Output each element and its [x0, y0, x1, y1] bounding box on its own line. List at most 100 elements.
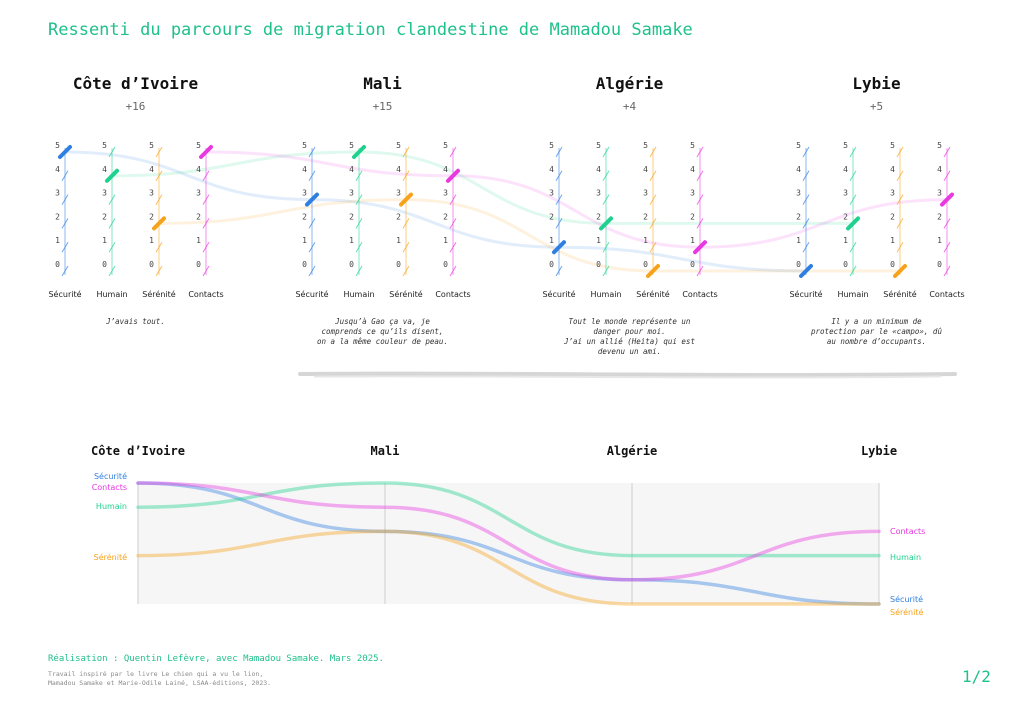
tick-label: 5: [690, 141, 695, 150]
tick-label: 0: [890, 260, 895, 269]
series-line-humain: [136, 481, 881, 558]
tick-label: 1: [443, 236, 448, 245]
tick-mark: [943, 265, 951, 277]
tick-mark: [402, 170, 410, 182]
series-label-right-humain: Humain: [890, 553, 921, 562]
tick-label: 2: [396, 212, 401, 221]
tick-mark: [555, 146, 563, 158]
tick-mark: [649, 218, 657, 229]
tick-mark: [555, 194, 563, 205]
series-label-right-sécurité: Sécurité: [890, 594, 923, 604]
tick-label: 5: [196, 141, 201, 150]
value-marker-sérénité: [893, 264, 907, 278]
stage-quote-line: devenu un ami.: [598, 347, 661, 356]
stage-title: Mali: [363, 74, 402, 93]
value-marker-sécurité: [58, 145, 72, 159]
tick-mark: [449, 194, 457, 205]
axis-label: Humain: [590, 290, 621, 299]
tick-mark: [202, 241, 210, 253]
tick-label: 2: [937, 212, 942, 221]
tick-label: 1: [596, 236, 601, 245]
tick-mark: [602, 170, 610, 182]
tick-label: 2: [643, 212, 648, 221]
value-marker-sérénité: [646, 264, 660, 278]
tick-label: 3: [596, 189, 601, 198]
flow-line-sérénité: [157, 198, 902, 273]
tick-label: 4: [890, 165, 895, 174]
tick-label: 3: [549, 189, 554, 198]
stage-quote-line: protection par le «campo», dû: [811, 327, 942, 336]
tick-label: 4: [55, 165, 60, 174]
tick-label: 0: [643, 260, 648, 269]
tick-label: 4: [443, 165, 448, 174]
tick-label: 5: [937, 141, 942, 150]
tick-mark: [896, 146, 904, 158]
tick-mark: [402, 241, 410, 253]
tick-label: 3: [443, 189, 448, 198]
tick-label: 5: [55, 141, 60, 150]
tick-label: 2: [102, 212, 107, 221]
axis-label: Sérénité: [389, 289, 422, 299]
tick-mark: [155, 146, 163, 158]
tick-mark: [108, 194, 116, 205]
tick-mark: [896, 170, 904, 182]
page-title: Ressenti du parcours de migration clande…: [48, 20, 693, 40]
value-marker-humain: [352, 145, 366, 159]
stage-score: +15: [373, 100, 393, 113]
tick-label: 3: [196, 189, 201, 198]
stage-quote-line: on a la même couleur de peau.: [317, 337, 448, 346]
flow-line-sécurité: [63, 150, 808, 273]
tick-mark: [849, 265, 857, 277]
tick-mark: [602, 265, 610, 277]
page-number: 1/2: [962, 667, 991, 686]
stage-title: Côte d’Ivoire: [73, 74, 198, 93]
tick-mark: [943, 146, 951, 158]
tick-label: 1: [843, 236, 848, 245]
tick-mark: [802, 146, 810, 158]
tick-label: 2: [55, 212, 60, 221]
tick-mark: [308, 241, 316, 253]
tick-label: 5: [596, 141, 601, 150]
tick-mark: [308, 170, 316, 182]
tick-label: 4: [396, 165, 401, 174]
tick-label: 4: [196, 165, 201, 174]
x-category-label: Mali: [371, 444, 400, 458]
tick-mark: [802, 241, 810, 253]
tick-label: 3: [55, 189, 60, 198]
tick-mark: [849, 194, 857, 205]
tick-label: 0: [396, 260, 401, 269]
tick-mark: [802, 170, 810, 182]
tick-mark: [943, 241, 951, 253]
axis-label: Sérénité: [883, 289, 916, 299]
tick-label: 4: [690, 165, 695, 174]
value-marker-contacts: [940, 192, 954, 207]
tick-label: 4: [796, 165, 801, 174]
tick-label: 5: [843, 141, 848, 150]
tick-label: 1: [690, 236, 695, 245]
tick-mark: [943, 218, 951, 229]
axis-label: Sécurité: [295, 289, 328, 299]
tick-mark: [61, 265, 69, 277]
tick-label: 4: [937, 165, 942, 174]
tick-label: 5: [890, 141, 895, 150]
value-marker-contacts: [693, 240, 707, 255]
tick-label: 1: [396, 236, 401, 245]
series-label-left-contacts: Contacts: [92, 483, 127, 492]
axis-label: Contacts: [929, 290, 964, 299]
x-category-label: Lybie: [861, 444, 897, 458]
stage-score: +16: [126, 100, 146, 113]
tick-label: 3: [843, 189, 848, 198]
tick-mark: [202, 265, 210, 277]
tick-mark: [696, 146, 704, 158]
tick-label: 0: [302, 260, 307, 269]
flow-line-humain: [110, 150, 855, 225]
axis-label: Contacts: [188, 290, 223, 299]
tick-mark: [449, 218, 457, 229]
tick-label: 2: [549, 212, 554, 221]
tick-mark: [449, 265, 457, 277]
tick-label: 3: [149, 189, 154, 198]
tick-mark: [696, 194, 704, 205]
tick-mark: [108, 265, 116, 277]
tick-mark: [849, 170, 857, 182]
tick-mark: [602, 146, 610, 158]
